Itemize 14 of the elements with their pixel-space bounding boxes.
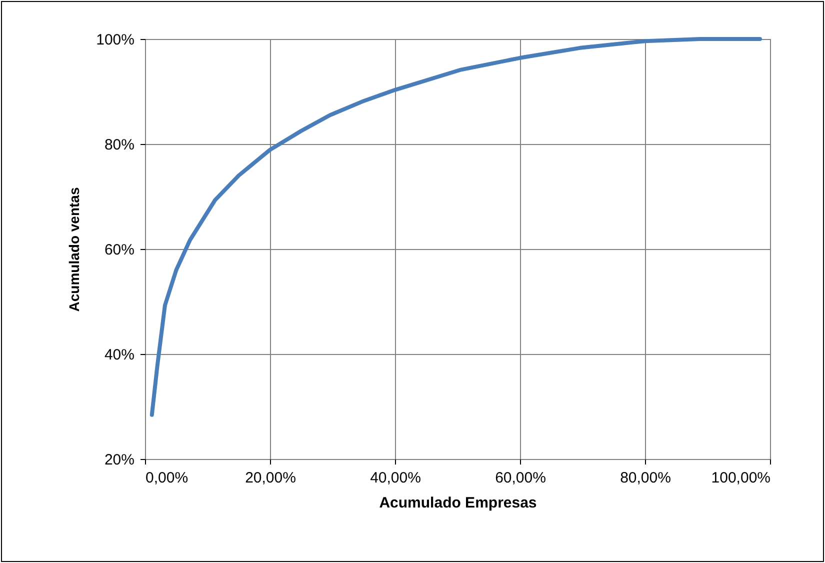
x-tick-label: 40,00% (370, 470, 421, 486)
x-tick-label: 80,00% (620, 470, 671, 486)
y-tick-label: 60% (104, 242, 134, 258)
line-series (150, 37, 762, 417)
x-axis-title: Acumulado Empresas (379, 494, 537, 512)
x-tick-label: 20,00% (245, 470, 296, 486)
x-tick-label: 100,00% (711, 470, 770, 486)
x-tick-label: 0,00% (146, 470, 188, 486)
y-tick-label: 40% (104, 346, 134, 364)
y-tick-label: 20% (104, 452, 134, 468)
y-tick-label: 80% (104, 136, 134, 154)
y-tick-label: 100% (96, 32, 134, 48)
y-axis-title: Acumulado ventas (66, 187, 82, 312)
x-tick-label: 60,00% (495, 470, 546, 486)
